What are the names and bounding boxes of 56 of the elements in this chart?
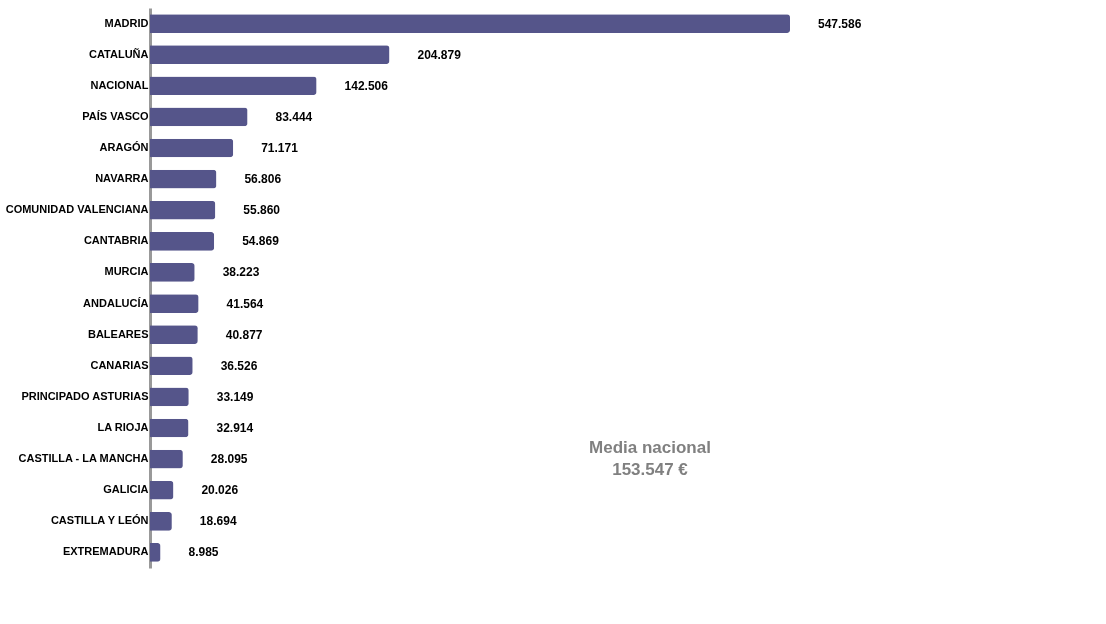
data-label: 41.564: [226, 296, 264, 311]
y-tick-label: EXTREMADURA: [62, 545, 149, 558]
data-label: 18.694: [199, 514, 237, 529]
data-label: 71.171: [261, 141, 299, 155]
y-tick-label: PAÍS VASCO: [82, 109, 149, 122]
data-label: 36.526: [220, 358, 258, 373]
bar: [150, 325, 198, 344]
data-label: 38.223: [222, 265, 260, 280]
bar: [150, 418, 189, 438]
y-tick-label: CATALUÑA: [89, 47, 149, 60]
bar: [150, 200, 216, 220]
data-label: 54.869: [242, 234, 280, 249]
data-label: 32.914: [216, 421, 254, 435]
bar: [150, 45, 390, 64]
data-label: 56.806: [244, 172, 282, 187]
bar: [150, 356, 193, 376]
y-tick-label: ARAGÓN: [99, 141, 149, 153]
data-label: 20.026: [201, 483, 239, 498]
bar: [150, 169, 217, 189]
data-label: 55.860: [243, 203, 281, 218]
y-tick-label: ANDALUCÍA: [83, 296, 149, 309]
bar: [150, 263, 195, 282]
y-tick-label: CANTABRIA: [83, 234, 149, 247]
y-tick-label: NAVARRA: [95, 172, 149, 185]
y-tick-label: COMUNIDAD VALENCIANA: [5, 203, 149, 216]
data-label: 204.879: [417, 47, 462, 62]
bar: [150, 512, 172, 531]
data-label: 142.506: [344, 78, 389, 93]
y-tick-label: MURCIA: [104, 265, 149, 278]
bar: [150, 14, 790, 33]
y-tick-label: GALICIA: [103, 483, 149, 496]
bar: [150, 449, 183, 469]
y-tick-label: BALEARES: [87, 327, 149, 340]
annotation: 153.547 €: [612, 460, 689, 479]
bar: [150, 232, 215, 251]
bar: [150, 387, 189, 407]
bar: [150, 294, 199, 313]
y-tick-label: CANARIAS: [90, 358, 149, 371]
data-label: 83.444: [275, 109, 313, 124]
y-tick-label: CASTILLA Y LEÓN: [50, 514, 149, 527]
y-tick-label: NACIONAL: [90, 78, 149, 91]
data-label: 547.586: [818, 16, 862, 31]
bar: [150, 543, 161, 562]
annotation: Media nacional: [589, 438, 711, 457]
y-tick-label: LA RIOJA: [97, 421, 149, 433]
y-tick-label: MADRID: [104, 16, 149, 29]
data-label: 40.877: [225, 327, 263, 342]
bar: [150, 76, 317, 96]
data-label: 28.095: [210, 452, 248, 467]
bar: [150, 480, 174, 500]
data-label: 8.985: [188, 545, 219, 560]
y-tick-label: CASTILLA - LA MANCHA: [18, 452, 149, 465]
data-label: 33.149: [216, 389, 254, 404]
bar: [150, 107, 248, 127]
y-tick-label: PRINCIPADO ASTURIAS: [21, 389, 149, 402]
bar: [150, 138, 234, 158]
